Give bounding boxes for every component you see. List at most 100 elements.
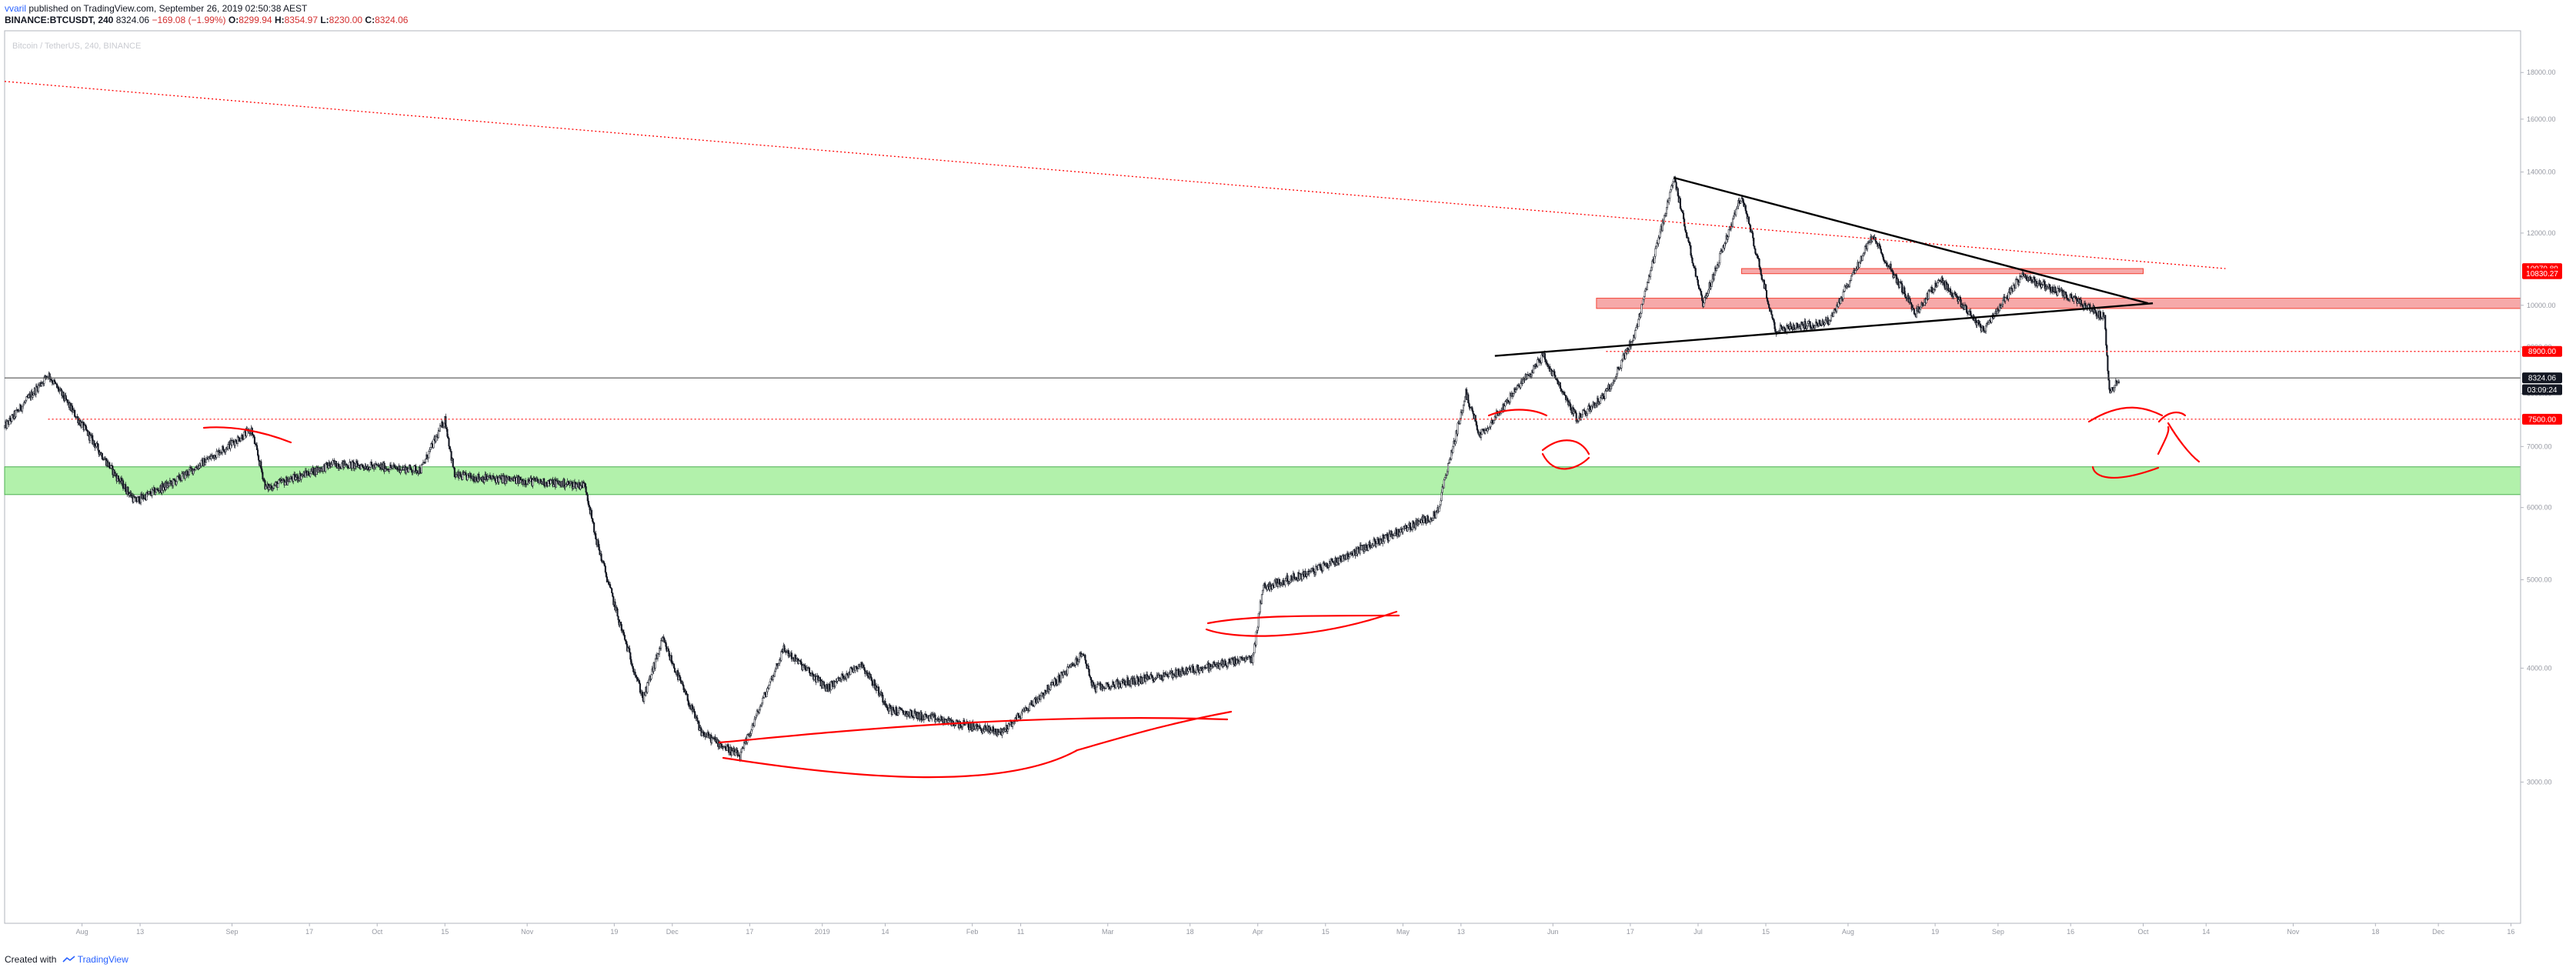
candle-body <box>1043 695 1046 698</box>
candle-body <box>1278 579 1281 585</box>
candle-body <box>1586 413 1588 415</box>
candle-body <box>472 476 475 482</box>
candle-body <box>1937 282 1939 287</box>
low-value: 8230.00 <box>329 15 363 25</box>
candle-body <box>1691 257 1693 264</box>
candle-body <box>1168 672 1170 677</box>
candle-body <box>1085 659 1087 665</box>
candle-body <box>1610 385 1612 390</box>
candle-body <box>1402 529 1404 533</box>
candle-body <box>594 532 596 534</box>
candle-body <box>863 664 865 668</box>
candle-body <box>1875 241 1877 243</box>
ohlc-line: BINANCE:BTCUSDT, 240 8324.06 −169.08 (−1… <box>5 15 408 26</box>
candle-body <box>572 482 575 487</box>
candle-body <box>1088 669 1090 676</box>
candle-body <box>6 421 8 429</box>
candle-body <box>1405 525 1407 528</box>
candle-body <box>1713 275 1715 280</box>
candle-body <box>1666 207 1668 214</box>
candle-body <box>1136 676 1139 679</box>
candle-body <box>263 479 265 481</box>
candle-body <box>1336 562 1338 566</box>
candle-body <box>308 471 310 475</box>
candle-body <box>974 725 976 729</box>
candle-body <box>1593 402 1595 405</box>
candle-body <box>956 719 958 722</box>
candle-body <box>1815 322 1818 324</box>
candle-body <box>1858 262 1860 268</box>
candle-body <box>1700 289 1702 292</box>
candle-body <box>623 635 626 640</box>
candle-body <box>1286 575 1289 582</box>
low-label: L: <box>320 15 329 25</box>
candle-body <box>291 476 293 480</box>
candle-body <box>724 746 727 750</box>
publish-line: vvaril published on TradingView.com, Sep… <box>5 3 408 15</box>
candle-body <box>405 467 409 470</box>
candle-body <box>1107 683 1109 687</box>
candle-body <box>1735 209 1737 215</box>
candle-body <box>22 405 24 412</box>
candle-body <box>687 700 689 706</box>
candle-body <box>443 422 445 427</box>
candle-body <box>289 479 292 482</box>
candle-body <box>1689 242 1691 246</box>
candle-body <box>175 481 178 485</box>
candle-body <box>253 436 255 445</box>
candle-body <box>1464 396 1467 402</box>
candle-body <box>1196 666 1198 673</box>
candle-body <box>1253 652 1255 656</box>
candle-body <box>646 682 649 693</box>
candle-body <box>1490 422 1492 427</box>
candle-body <box>1851 274 1854 276</box>
candle-body <box>292 474 295 482</box>
open-value: 8299.94 <box>239 15 272 25</box>
candle-body <box>600 553 602 562</box>
candle-body <box>663 638 666 643</box>
candle-body <box>1880 252 1883 255</box>
candle-body <box>1587 409 1589 415</box>
candle-body <box>1673 179 1675 182</box>
candle-body <box>1331 558 1333 562</box>
last-price: 8324.06 <box>115 15 150 25</box>
candle-body <box>925 714 928 717</box>
candle-body <box>60 388 62 391</box>
candle-body <box>769 681 771 686</box>
candle-body <box>1348 556 1350 559</box>
candle-body <box>425 459 427 463</box>
candle-body <box>993 731 996 733</box>
candle-body <box>1314 572 1316 575</box>
candle-body <box>1727 229 1730 237</box>
candle-body <box>634 672 636 676</box>
candle-body <box>841 673 844 676</box>
candle-body <box>969 722 972 729</box>
candle-body <box>1819 319 1821 325</box>
candle-body <box>1690 245 1692 256</box>
author-link[interactable]: vvaril <box>5 3 27 14</box>
candle-body <box>1543 353 1546 360</box>
candle-body <box>1611 382 1613 386</box>
candle-body <box>1771 314 1774 319</box>
candle-body <box>392 466 394 469</box>
candle-body <box>1637 319 1640 328</box>
candle-body <box>612 592 614 597</box>
candle-body <box>1604 390 1607 399</box>
candle-body <box>808 667 811 673</box>
candle-body <box>1423 516 1426 519</box>
candle-body <box>1340 556 1342 561</box>
candle-body <box>346 465 349 468</box>
candle-body <box>1697 279 1700 285</box>
candle-body <box>281 480 283 483</box>
candle-body <box>312 467 315 475</box>
candle-body <box>1037 698 1039 702</box>
candle-body <box>502 475 504 483</box>
candle-body <box>1670 189 1672 193</box>
candle-body <box>654 659 656 669</box>
candle-body <box>1770 310 1773 315</box>
candle-body <box>538 480 540 483</box>
candle-body <box>1126 677 1130 686</box>
candle-body <box>446 429 449 437</box>
candle-body <box>1123 680 1126 686</box>
